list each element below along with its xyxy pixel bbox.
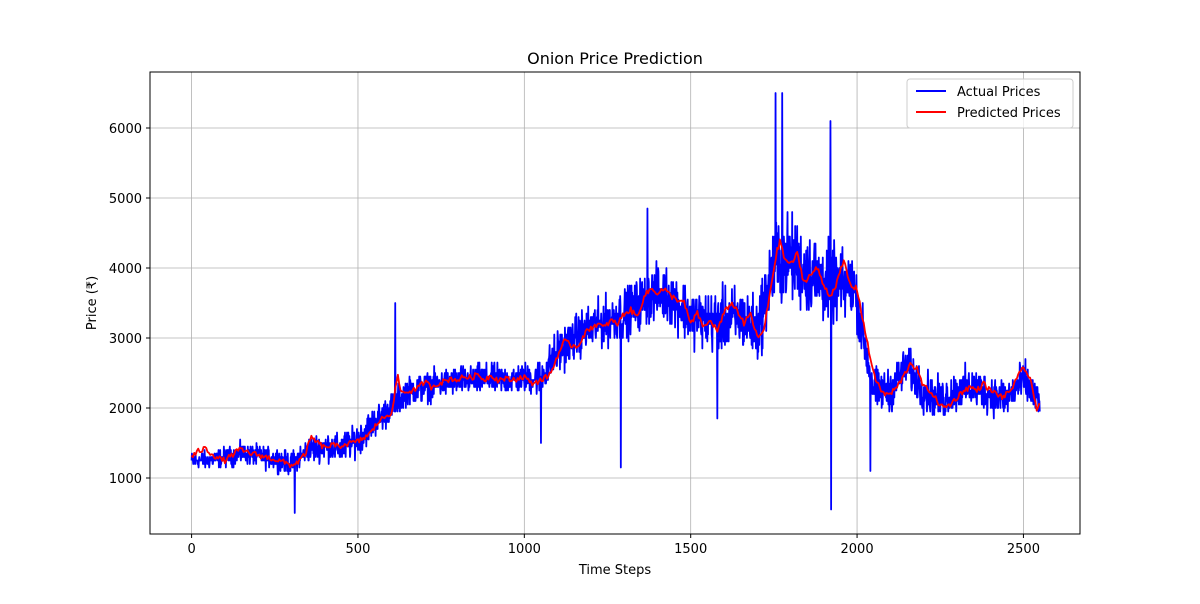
x-tick-label: 2000 xyxy=(841,542,874,557)
y-tick-label: 1000 xyxy=(109,472,142,487)
series-line-predicted-prices xyxy=(190,238,1041,469)
plot-frame xyxy=(149,71,1081,535)
y-axis-label: Price (₹) xyxy=(85,276,100,330)
x-tick-label: 1500 xyxy=(674,542,707,557)
y-tick-label: 3000 xyxy=(109,332,142,347)
x-tick-label: 500 xyxy=(346,542,371,557)
x-axis-label: Time Steps xyxy=(578,563,652,578)
series-layer xyxy=(190,92,1041,514)
y-tick-label: 4000 xyxy=(109,262,142,277)
x-tick-label: 0 xyxy=(187,542,195,557)
ticks: 0 500 1000 1500 2000 2500 1000 2000 3000 4000 5000… xyxy=(109,122,1040,557)
legend-label-actual: Actual Prices xyxy=(957,85,1041,100)
y-tick-label: 5000 xyxy=(109,192,142,207)
series-line-actual-prices xyxy=(190,92,1041,514)
y-tick-label: 6000 xyxy=(109,122,142,137)
legend: Actual Prices Predicted Prices xyxy=(906,78,1074,129)
chart-title: Onion Price Prediction xyxy=(527,49,703,68)
x-tick-label: 2500 xyxy=(1007,542,1040,557)
legend-label-predicted: Predicted Prices xyxy=(957,106,1061,121)
y-tick-label: 2000 xyxy=(109,402,142,417)
x-tick-label: 1000 xyxy=(508,542,541,557)
legend-box xyxy=(906,78,1074,129)
